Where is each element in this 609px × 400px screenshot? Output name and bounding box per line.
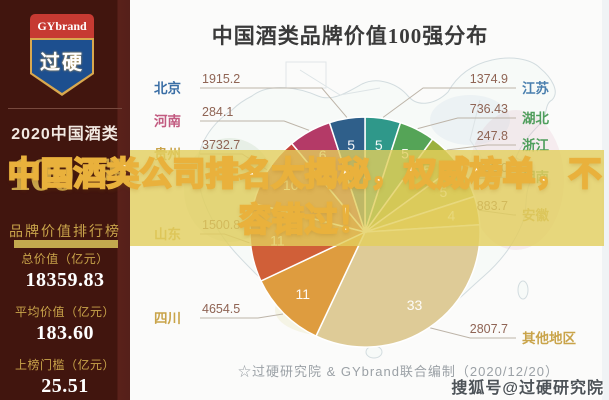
region-label: 其他地区 <box>522 330 576 346</box>
leader-line <box>200 87 348 118</box>
brand-logo: GYbrand 过硬 <box>30 14 94 98</box>
leader-line <box>417 117 516 130</box>
stat-value: 183.60 <box>36 322 94 344</box>
slice-count-label: 11 <box>296 286 311 302</box>
leader-line <box>200 120 310 131</box>
sidebar-subtitle: 品牌价值排行榜 <box>9 223 121 239</box>
overlay-headline-line1: 中国酒类公司排名大揭秘，权威榜单，不 <box>7 154 603 193</box>
pie-slice <box>315 224 481 348</box>
region-value: 1374.9 <box>470 72 508 86</box>
pie-slice <box>259 230 367 338</box>
slice-count-label: 33 <box>407 297 423 313</box>
stat-average: 平均价值（亿元） 183.60 <box>0 303 130 345</box>
region-label: 河南 <box>154 113 181 129</box>
region-label: 北京 <box>154 80 181 96</box>
region-label: 江苏 <box>522 80 550 96</box>
slice-count-label: 5 <box>375 137 383 153</box>
leader-line <box>200 313 284 319</box>
overlay-headline: 中国酒类公司排名大揭秘，权威榜单，不 容错过！ <box>0 151 609 243</box>
sidebar-divider <box>8 108 122 109</box>
stat-value: 25.51 <box>41 375 89 397</box>
stat-label: 总价值（亿元） <box>21 252 109 266</box>
page-edge-strip <box>602 0 609 400</box>
stat-label: 平均价值（亿元） <box>14 305 115 319</box>
region-value: 247.8 <box>477 129 508 143</box>
region-value: 2807.7 <box>470 322 508 336</box>
region-label: 湖北 <box>522 111 550 126</box>
leader-line <box>430 327 516 339</box>
region-value: 284.1 <box>202 105 233 119</box>
region-value: 4654.5 <box>202 302 240 316</box>
leader-line <box>446 144 516 151</box>
overlay-headline-line2: 容错过！ <box>238 200 372 239</box>
overlay-band <box>130 150 604 246</box>
brand-logo-top: GYbrand <box>30 14 94 38</box>
sidebar: GYbrand 过硬 2020中国酒类 100 强 品牌价值排行榜 总价值（亿元… <box>0 0 130 400</box>
region-labels: 江苏1374.9湖北736.43浙江247.8湖南332.0安徽883.7其他地… <box>154 72 576 346</box>
stat-label: 上榜门槛（亿元） <box>14 358 115 372</box>
page-title: 中国酒类品牌价值100强分布 <box>211 24 489 48</box>
region-value: 3732.7 <box>202 138 240 152</box>
top-100-badge: 100 强 <box>8 148 130 202</box>
sohu-watermark: 搜狐号@过硬研究院 <box>451 380 604 397</box>
region-value: 736.43 <box>470 102 508 116</box>
slice-count-label: 5 <box>347 137 355 153</box>
region-label: 浙江 <box>522 137 550 153</box>
sidebar-gold-bar <box>14 240 118 248</box>
top-100-number: 100 <box>8 149 74 201</box>
leader-line <box>382 87 516 118</box>
top-100-suffix: 强 <box>100 157 124 184</box>
stat-value: 18359.83 <box>25 269 105 291</box>
sidebar-year-line: 2020中国酒类 <box>11 126 119 143</box>
sidebar-stats: 总价值（亿元） 18359.83 平均价值（亿元） 183.60 上榜门槛（亿元… <box>0 250 130 400</box>
stat-total: 总价值（亿元） 18359.83 <box>0 250 130 292</box>
region-label: 四川 <box>154 311 181 326</box>
credit-line: ☆过硬研究院 & GYbrand联合编制（2020/12/20） <box>238 364 559 379</box>
stat-threshold: 上榜门槛（亿元） 25.51 <box>0 356 130 398</box>
region-value: 1915.2 <box>202 72 240 86</box>
